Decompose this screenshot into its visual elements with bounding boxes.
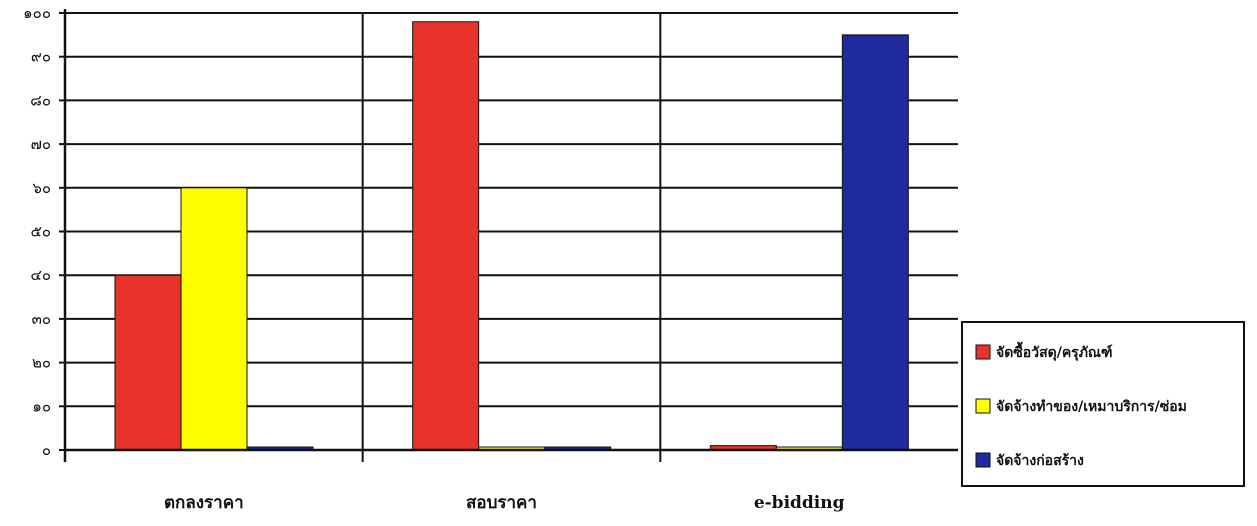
legend-label: จัดจ้างทำของ/เหมาบริการ/ซ่อม: [996, 399, 1187, 415]
y-tick-label: ๙๐: [31, 48, 51, 66]
x-category-label: สอบราคา: [466, 493, 537, 513]
legend-swatch: [975, 452, 991, 468]
legend-label: จัดจ้างก่อสร้าง: [996, 453, 1084, 469]
y-tick-label: ๖๐: [32, 179, 51, 197]
bar-0-0: [114, 274, 182, 451]
y-tick-label: ๗๐: [31, 135, 51, 153]
bar-2-2: [841, 34, 909, 451]
bar-1-0: [412, 21, 480, 451]
y-tick-label: ๓๐: [32, 310, 51, 328]
y-tick-label: ๑๐๐: [23, 4, 51, 22]
y-tick-label: ๒๐: [32, 354, 51, 372]
legend-swatch: [975, 398, 991, 414]
y-tick-label: ๘๐: [30, 91, 51, 109]
y-tick-label: ๑๐: [32, 397, 51, 415]
x-category-label: ตกลงราคา: [164, 493, 244, 513]
bar-0-1: [180, 187, 248, 451]
y-tick-label: ๔๐: [30, 266, 51, 284]
y-tick-label: ๕๐: [30, 223, 51, 241]
x-category-label: e-bidding: [754, 493, 845, 513]
legend-box: [961, 321, 1245, 487]
y-tick-label: ๐: [42, 441, 51, 459]
legend-label: จัดซื้อวัสดุ/ครุภัณฑ์: [996, 341, 1113, 361]
legend-swatch: [975, 344, 991, 360]
